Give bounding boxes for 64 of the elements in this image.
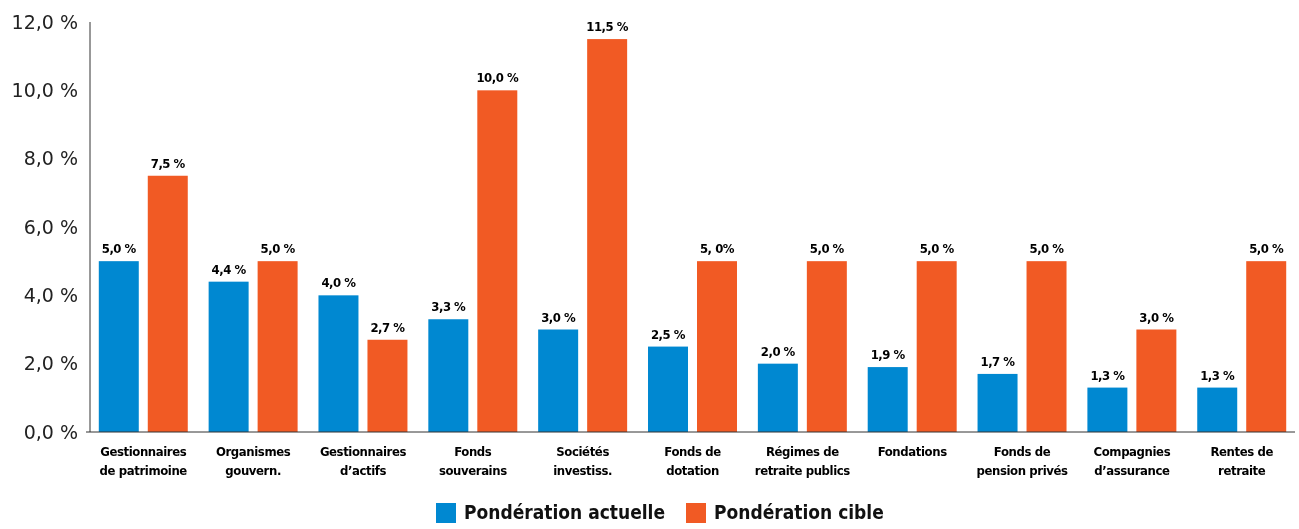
x-tick-label: Fondations bbox=[877, 444, 948, 459]
bar bbox=[1246, 261, 1287, 432]
bar bbox=[367, 339, 408, 432]
data-label: 1,9 % bbox=[870, 347, 906, 363]
x-tick-label: Rentes de retraite bbox=[1210, 444, 1274, 478]
bar bbox=[318, 295, 359, 432]
y-tick-label: 6,0 % bbox=[23, 215, 78, 238]
bar bbox=[697, 261, 737, 432]
data-label: 3,3 % bbox=[431, 299, 467, 315]
bar bbox=[1087, 387, 1128, 432]
y-tick-label: 10,0 % bbox=[11, 78, 78, 101]
bar bbox=[587, 39, 628, 432]
data-label: 2,5 % bbox=[651, 326, 686, 342]
bar bbox=[477, 90, 518, 432]
data-label: 4,4 % bbox=[211, 261, 247, 277]
data-label: 1,3 % bbox=[1200, 367, 1236, 383]
data-label: 5, 0% bbox=[699, 241, 735, 257]
y-tick-label: 2,0 % bbox=[23, 352, 78, 375]
x-tick-label: Organismes gouvern. bbox=[215, 444, 291, 478]
data-label: 2,7 % bbox=[370, 319, 406, 335]
data-label: 3,0 % bbox=[541, 309, 576, 325]
y-tick-label: 12,0 % bbox=[11, 10, 78, 33]
bar bbox=[1136, 329, 1177, 432]
x-tick-label: Gestionnaires d’actifs bbox=[319, 444, 407, 478]
data-label: 7,5 % bbox=[150, 155, 186, 171]
bar bbox=[757, 363, 798, 432]
y-tick-label: 0,0 % bbox=[23, 420, 78, 443]
bar bbox=[977, 373, 1018, 432]
data-label: 4,0 % bbox=[321, 275, 357, 291]
x-tick-label: Régimes de retraite publics bbox=[754, 444, 851, 478]
data-label: 3,0 % bbox=[1139, 309, 1175, 325]
data-label: 11,5 % bbox=[586, 19, 629, 35]
bar bbox=[98, 261, 139, 432]
x-tick-label: Fonds souverains bbox=[438, 444, 508, 478]
bar bbox=[538, 329, 579, 432]
legend-label: Pondération actuelle bbox=[464, 501, 666, 523]
bar bbox=[1197, 387, 1238, 432]
data-label: 5,0 % bbox=[101, 241, 137, 257]
bar bbox=[428, 319, 469, 432]
data-label: 1,7 % bbox=[980, 353, 1016, 369]
bar bbox=[147, 175, 188, 432]
data-label: 10,0 % bbox=[476, 70, 519, 86]
data-label: 5,0 % bbox=[1029, 241, 1065, 257]
y-tick-label: 8,0 % bbox=[23, 147, 78, 170]
data-label: 2,0 % bbox=[760, 343, 796, 359]
bar bbox=[648, 346, 688, 432]
bar bbox=[257, 261, 298, 432]
bar bbox=[867, 367, 908, 432]
bar bbox=[806, 261, 847, 432]
y-tick-label: 4,0 % bbox=[23, 283, 78, 306]
bar bbox=[208, 281, 249, 432]
x-tick-label: Fonds de pension privés bbox=[976, 444, 1069, 478]
data-label: 5,0 % bbox=[260, 241, 296, 257]
data-label: 5,0 % bbox=[1249, 241, 1284, 257]
x-tick-label: Sociétés investiss. bbox=[553, 444, 613, 478]
data-label: 5,0 % bbox=[809, 241, 845, 257]
x-tick-label: Gestionnaires de patrimoine bbox=[99, 444, 188, 478]
data-label: 5,0 % bbox=[919, 241, 955, 257]
bar bbox=[1026, 261, 1067, 432]
data-label: 1,3 % bbox=[1090, 367, 1126, 383]
x-tick-label: Fonds de dotation bbox=[664, 444, 722, 478]
legend-label: Pondération cible bbox=[714, 501, 884, 523]
x-tick-label: Compagnies d’assurance bbox=[1093, 444, 1171, 478]
bar bbox=[916, 261, 957, 432]
